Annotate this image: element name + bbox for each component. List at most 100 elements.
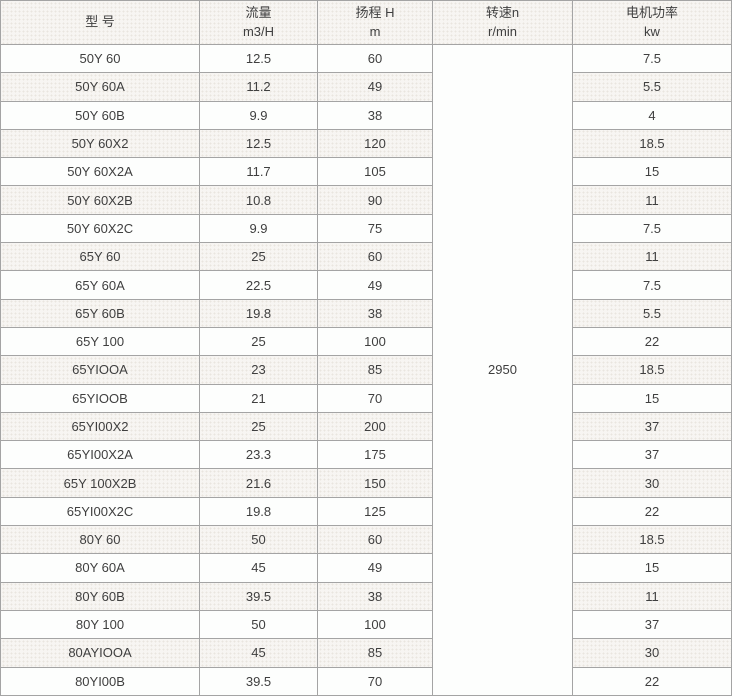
cell-flow: 23.3 [199, 440, 318, 470]
table-row: 80Y 60 50 60 18.5 [0, 525, 732, 555]
cell-flow: 25 [199, 326, 318, 357]
cell-power: 18.5 [572, 355, 732, 385]
cell-head: 75 [317, 213, 433, 244]
cell-power: 15 [572, 553, 732, 583]
cell-power: 11 [572, 581, 732, 611]
cell-model: 80Y 60A [0, 553, 200, 583]
cell-power: 5.5 [572, 72, 732, 102]
cell-flow: 19.8 [199, 496, 318, 527]
cell-power: 18.5 [572, 128, 732, 159]
cell-power: 15 [572, 383, 732, 413]
table-row: 65Y 60B 19.8 38 5.5 [0, 298, 732, 328]
table-row: 50Y 60X2C 9.9 75 7.5 [0, 213, 732, 244]
col-header-speed-label: 转速n [485, 4, 520, 20]
cell-model: 65Y 60A [0, 270, 200, 300]
cell-power: 5.5 [572, 298, 732, 328]
col-header-head-label: 扬程 H [355, 4, 395, 20]
cell-power: 15 [572, 157, 732, 187]
cell-model: 50Y 60X2A [0, 157, 200, 187]
cell-flow: 50 [199, 525, 318, 555]
table-row: 65Y 100X2B 21.6 150 30 [0, 468, 732, 498]
col-header-head-unit: m [369, 23, 381, 39]
cell-flow: 12.5 [199, 43, 318, 74]
cell-power: 4 [572, 100, 732, 130]
cell-head: 70 [317, 383, 433, 413]
cell-model: 50Y 60B [0, 100, 200, 130]
cell-head: 90 [317, 185, 433, 215]
cell-head: 105 [317, 157, 433, 187]
table-row: 80Y 60B 39.5 38 11 [0, 581, 732, 611]
cell-power: 7.5 [572, 213, 732, 244]
cell-flow: 12.5 [199, 128, 318, 159]
cell-model: 80Y 60 [0, 525, 200, 555]
cell-head: 70 [317, 666, 433, 696]
cell-model: 65YI00X2 [0, 411, 200, 442]
cell-power: 7.5 [572, 43, 732, 74]
cell-model: 50Y 60X2C [0, 213, 200, 244]
table-row: 65Y 60A 22.5 49 7.5 [0, 270, 732, 300]
cell-power: 11 [572, 185, 732, 215]
cell-head: 85 [317, 355, 433, 385]
cell-head: 49 [317, 72, 433, 102]
table-row: 65YI00X2 25 200 37 [0, 411, 732, 442]
col-header-model-label: 型 号 [85, 14, 115, 30]
cell-power: 37 [572, 411, 732, 442]
cell-power: 7.5 [572, 270, 732, 300]
col-header-power-label: 电机功率 [625, 4, 678, 20]
cell-flow: 10.8 [199, 185, 318, 215]
cell-model: 65Y 100X2B [0, 468, 200, 498]
table-row: 65Y 60 25 60 11 [0, 242, 732, 272]
cell-model: 65Y 100 [0, 326, 200, 357]
cell-flow: 19.8 [199, 298, 318, 328]
cell-power: 30 [572, 468, 732, 498]
cell-head: 38 [317, 298, 433, 328]
table-header: 型 号 流量 m3/H 扬程 H m 转速n r/min 电机功率 kw [0, 0, 732, 45]
col-header-speed: 转速n r/min [432, 0, 573, 45]
cell-power: 18.5 [572, 525, 732, 555]
cell-model: 65Y 60B [0, 298, 200, 328]
cell-flow: 21 [199, 383, 318, 413]
cell-model: 65YIOOB [0, 383, 200, 413]
header-row: 型 号 流量 m3/H 扬程 H m 转速n r/min 电机功率 kw [0, 0, 732, 45]
cell-power: 22 [572, 496, 732, 527]
col-header-speed-unit: r/min [488, 23, 517, 39]
table-row: 50Y 60A 11.2 49 5.5 [0, 72, 732, 102]
cell-head: 100 [317, 326, 433, 357]
cell-head: 175 [317, 440, 433, 470]
cell-power: 22 [572, 326, 732, 357]
cell-power: 22 [572, 666, 732, 696]
cell-head: 38 [317, 581, 433, 611]
table-row: 50Y 60X2 12.5 120 18.5 [0, 128, 732, 159]
table-row: 65YI00X2A 23.3 175 37 [0, 440, 732, 470]
cell-model: 80Y 100 [0, 609, 200, 640]
table-row: 50Y 60X2A 11.7 105 15 [0, 157, 732, 187]
cell-speed-merged: 2950 [432, 44, 573, 696]
col-header-model: 型 号 [0, 0, 200, 45]
cell-flow: 39.5 [199, 581, 318, 611]
table-row: 50Y 60 12.5 60 2950 7.5 [0, 43, 732, 696]
cell-flow: 21.6 [199, 468, 318, 498]
cell-head: 85 [317, 638, 433, 668]
cell-model: 65YI00X2C [0, 496, 200, 527]
cell-flow: 11.2 [199, 72, 318, 102]
cell-power: 37 [572, 440, 732, 470]
table-row: 80Y 60A 45 49 15 [0, 553, 732, 583]
cell-flow: 39.5 [199, 666, 318, 696]
cell-head: 125 [317, 496, 433, 527]
cell-power: 30 [572, 638, 732, 668]
cell-head: 60 [317, 43, 433, 74]
cell-model: 80AYIOOA [0, 638, 200, 668]
table-row: 80YI00B 39.5 70 22 [0, 666, 732, 696]
col-header-power-unit: kw [644, 23, 660, 39]
col-header-flow-label: 流量 [245, 4, 272, 20]
cell-flow: 25 [199, 411, 318, 442]
table-row: 65YIOOB 21 70 15 [0, 383, 732, 413]
cell-flow: 11.7 [199, 157, 318, 187]
cell-flow: 45 [199, 638, 318, 668]
table-row: 80AYIOOA 45 85 30 [0, 638, 732, 668]
cell-power: 11 [572, 242, 732, 272]
cell-flow: 25 [199, 242, 318, 272]
cell-head: 60 [317, 525, 433, 555]
